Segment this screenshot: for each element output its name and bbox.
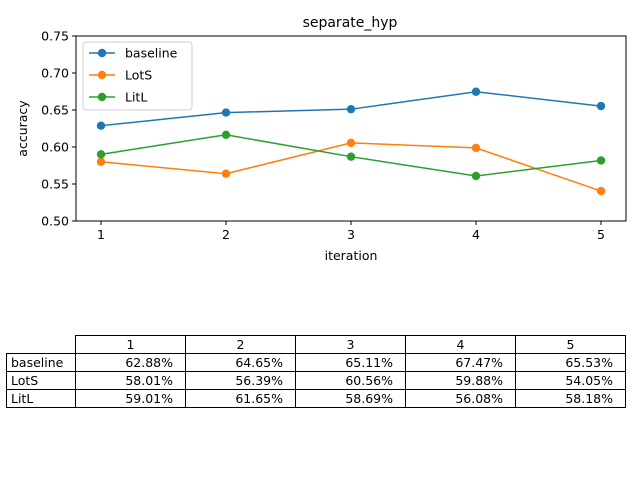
y-tick-label: 0.60 (41, 140, 69, 155)
data-point-baseline (596, 101, 606, 111)
data-point-baseline (346, 104, 356, 114)
table-cell: 58.01% (75, 371, 186, 390)
y-tick-label: 0.55 (41, 177, 69, 192)
data-point-litl (471, 171, 481, 181)
data-point-litl (96, 150, 106, 159)
data-point-baseline (221, 108, 231, 117)
data-point-baseline (96, 121, 106, 130)
data-table: 1 2 3 4 5 baseline 62.88% 64.65% 65.11% … (6, 335, 626, 408)
table-cell: 65.53% (515, 353, 626, 372)
y-tick-label: 0.50 (41, 214, 69, 229)
table-cell: 59.88% (405, 371, 516, 390)
legend: baseline LotS LitL (82, 41, 193, 111)
series-line-lots (100, 142, 602, 192)
legend-marker-lots (97, 70, 107, 80)
legend-label-baseline: baseline (125, 46, 178, 61)
y-tick-label: 0.65 (41, 103, 69, 118)
data-point-litl (596, 156, 606, 165)
chart-title: separate_hyp (303, 15, 398, 31)
table-col-header: 2 (185, 335, 296, 354)
data-point-lots (346, 138, 356, 148)
legend-label-litl: LitL (125, 90, 147, 105)
table-cell: 58.69% (295, 389, 406, 408)
table-row-header: LitL (6, 389, 76, 408)
table-cell: 58.18% (515, 389, 626, 408)
y-tick-label: 0.70 (41, 66, 69, 81)
table-corner (7, 336, 76, 354)
table-col-header: 1 (75, 335, 186, 354)
y-tick-label: 0.75 (41, 29, 69, 44)
table-cell: 59.01% (75, 389, 186, 408)
table-cell: 64.65% (185, 353, 296, 372)
x-axis-label: iteration (325, 248, 378, 263)
data-point-lots (221, 169, 231, 178)
y-axis-label: accuracy (15, 100, 30, 157)
table-cell: 65.11% (295, 353, 406, 372)
table-cell: 56.08% (405, 389, 516, 408)
table-row: baseline 62.88% 64.65% 65.11% 67.47% 65.… (6, 353, 626, 372)
legend-marker-baseline (97, 48, 107, 58)
x-tick-label: 3 (347, 227, 355, 242)
table-cell: 56.39% (185, 371, 296, 390)
table-col-header: 5 (515, 335, 626, 354)
data-point-lots (96, 157, 106, 166)
x-tick-label: 5 (597, 227, 605, 242)
data-point-litl (221, 130, 231, 139)
table-cell: 61.65% (185, 389, 296, 408)
legend-box (82, 41, 193, 111)
table-row: LitL 59.01% 61.65% 58.69% 56.08% 58.18% (6, 389, 626, 408)
table-cell: 54.05% (515, 371, 626, 390)
table-cell: 62.88% (75, 353, 186, 372)
table-cell: 67.47% (405, 353, 516, 372)
legend-marker-litl (97, 92, 107, 102)
table-header-row: 1 2 3 4 5 (7, 335, 626, 354)
data-point-lots (471, 143, 481, 153)
data-point-lots (596, 186, 606, 196)
table-row-header: baseline (6, 353, 76, 372)
x-tick-label: 2 (222, 227, 230, 242)
data-point-baseline (471, 87, 481, 96)
legend-label-lots: LotS (125, 68, 152, 83)
table-col-header: 3 (295, 335, 406, 354)
x-tick-label: 4 (472, 227, 480, 242)
table-row: LotS 58.01% 56.39% 60.56% 59.88% 54.05% (6, 371, 626, 390)
table-row-header: LotS (6, 371, 76, 390)
data-point-litl (346, 152, 356, 161)
x-tick-label: 1 (97, 227, 105, 242)
table-col-header: 4 (405, 335, 516, 354)
table-cell: 60.56% (295, 371, 406, 390)
